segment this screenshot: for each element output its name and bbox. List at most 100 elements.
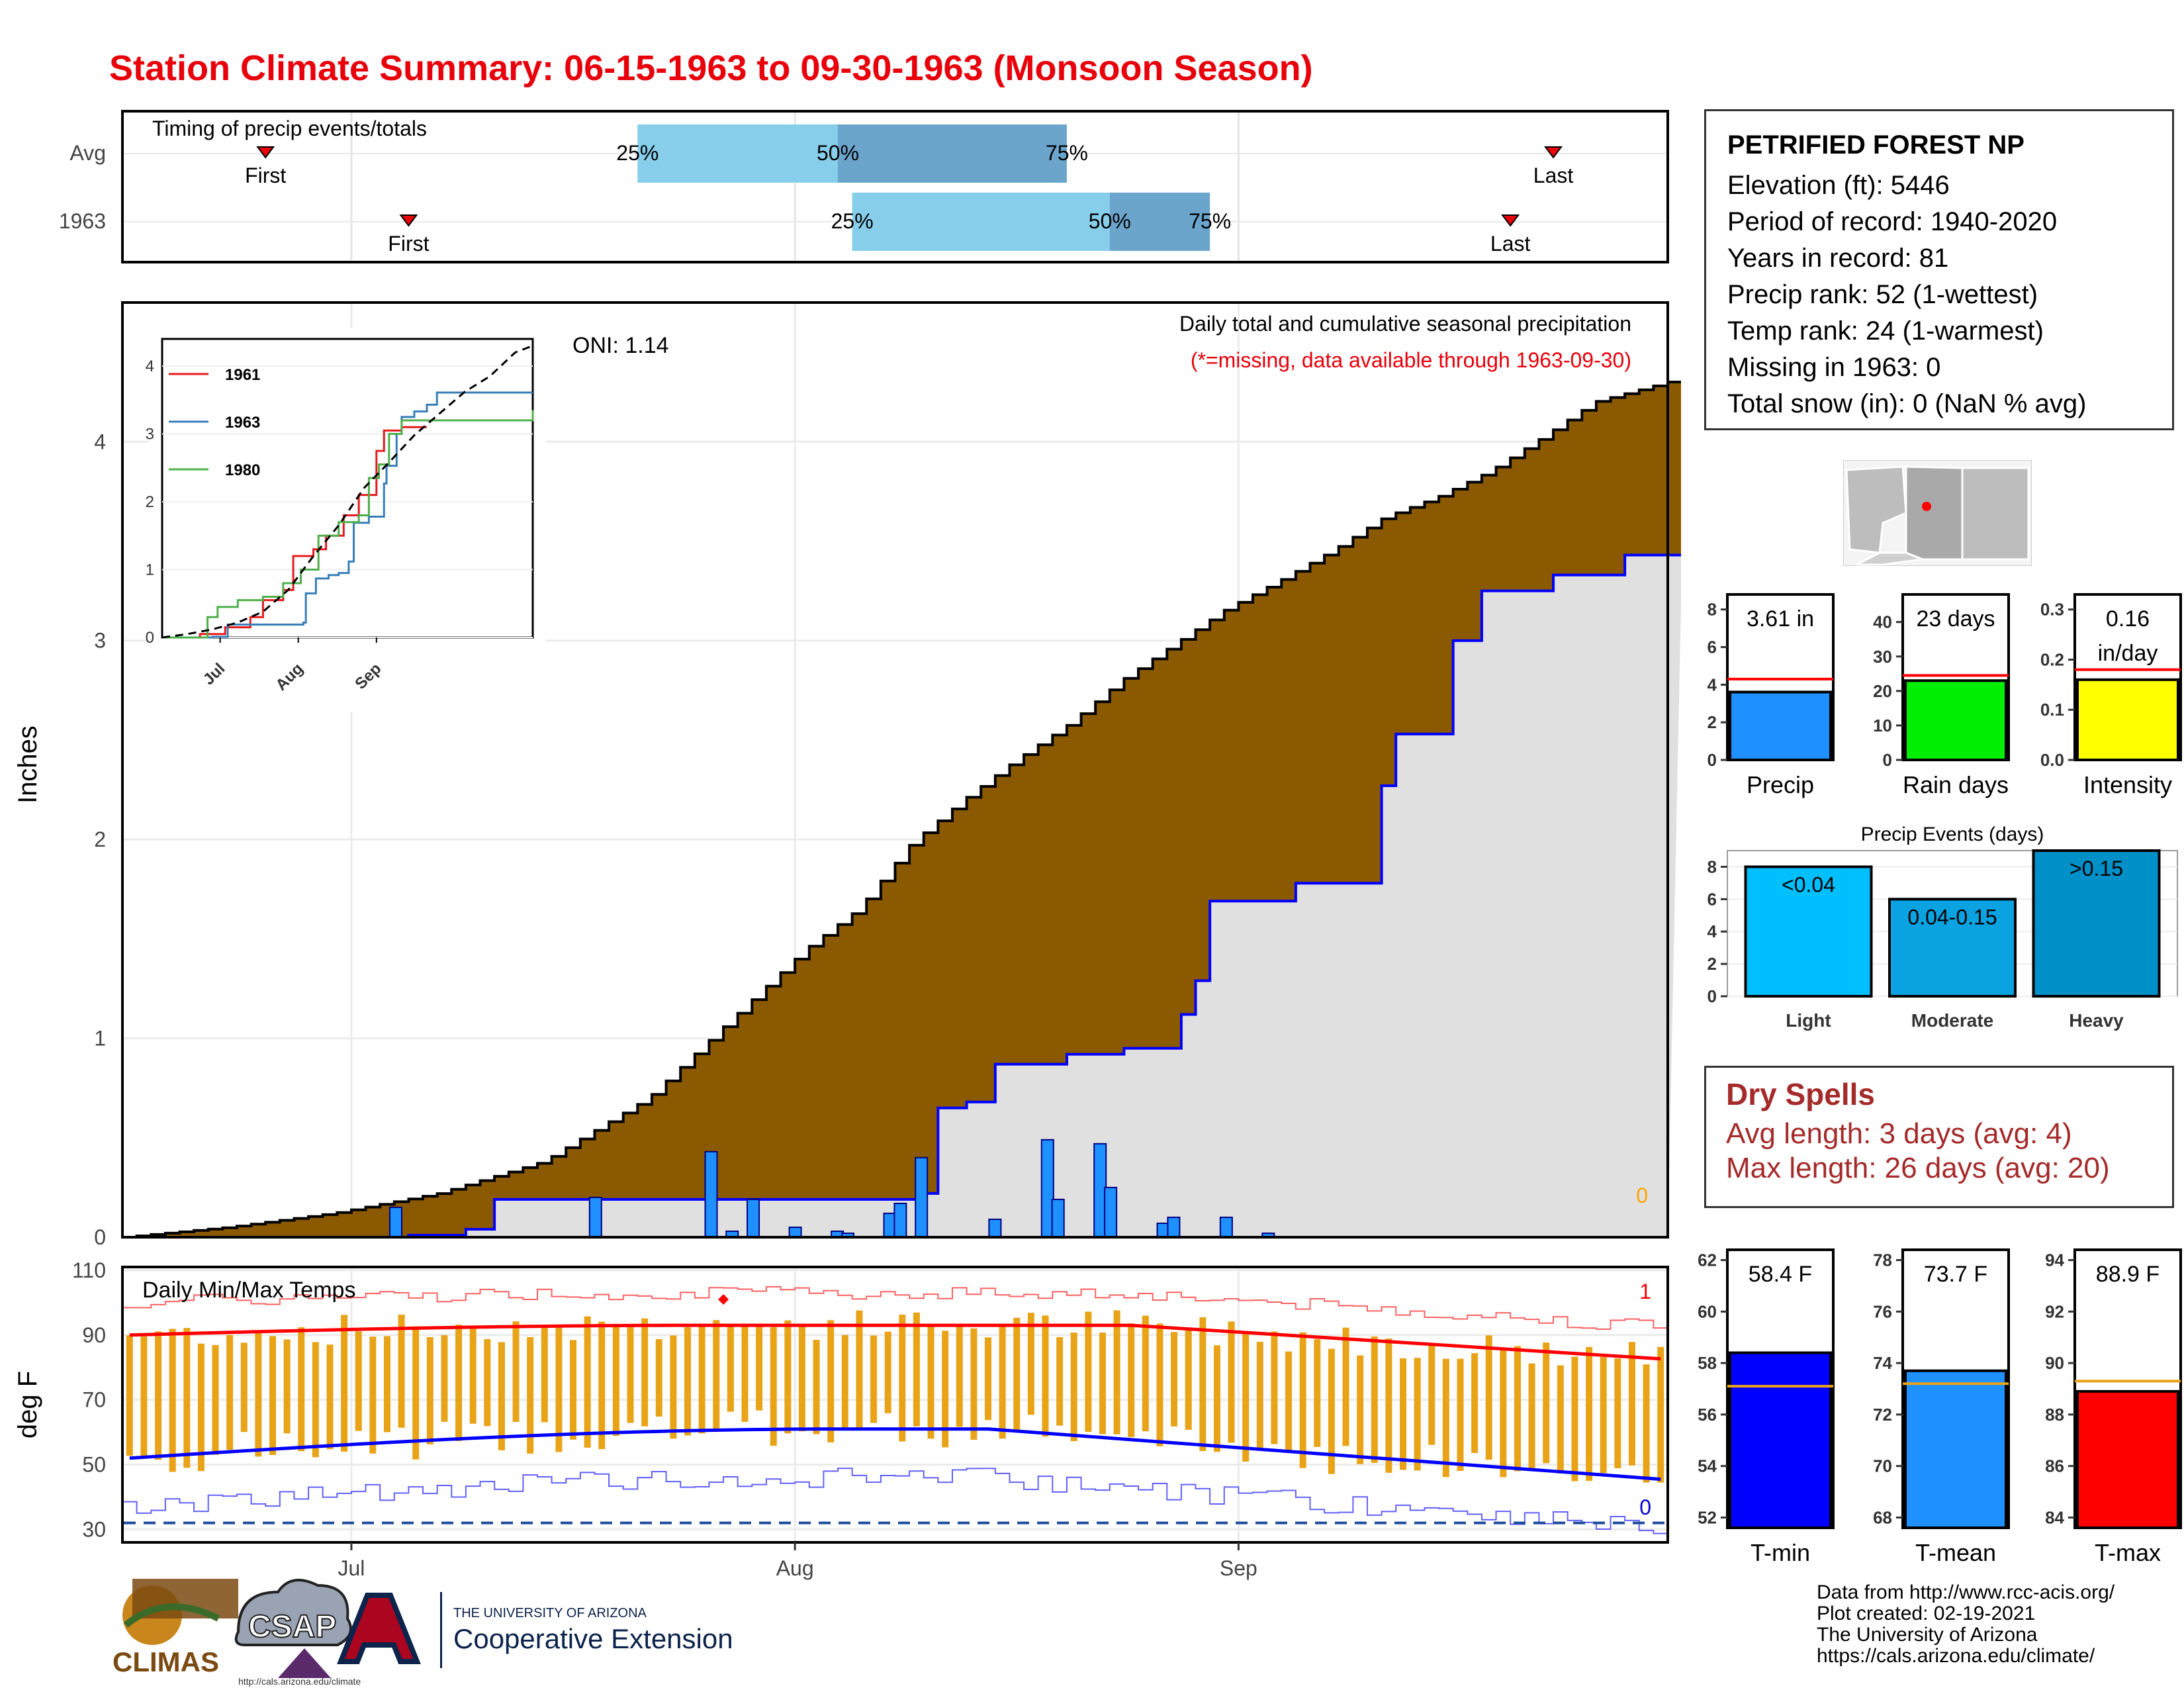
rain-days-summary-value: 23 days — [1916, 606, 1995, 632]
intensity-summary-panel: 0.0 0.1 0.2 0.3 0.16 in/day Intensity — [2040, 593, 2182, 798]
temp-daily-bar — [240, 1342, 248, 1432]
station-location-marker — [1922, 502, 1931, 511]
temp-daily-bar — [584, 1316, 591, 1448]
intensity-summary-ytick: 0.0 — [2040, 750, 2064, 770]
temp-daily-bar — [684, 1327, 692, 1436]
credits: Data from http://www.rcc-acis.org/ Plot … — [1817, 1582, 2115, 1667]
precip-daily-bar — [747, 1198, 760, 1239]
page-title: Station Climate Summary: 06-15-1963 to 0… — [109, 48, 1313, 88]
temp-daily-bar — [283, 1339, 291, 1434]
min-record-count: 0 — [1639, 1495, 1651, 1519]
temp-daily-bar — [856, 1310, 863, 1429]
temp-daily-bar — [884, 1331, 891, 1413]
tmin-summary-panel: 52 54 56 58 60 62 58.4 F T-min — [1698, 1248, 1835, 1566]
temp-daily-bar — [1571, 1356, 1578, 1481]
temp-daily-bar — [298, 1327, 305, 1452]
temp-daily-bar — [1056, 1337, 1064, 1426]
events-bar-heavy — [2032, 849, 2161, 998]
tmax-summary-ytick: 84 — [2045, 1507, 2064, 1527]
temp-daily-bar — [1113, 1310, 1120, 1434]
tmean-summary-bar — [1904, 1369, 2007, 1529]
inset-ytick: 3 — [146, 426, 154, 444]
precip-daily-bar — [1219, 1216, 1233, 1238]
timing-row-label: Avg — [69, 141, 106, 165]
inset-series-1961 — [162, 426, 427, 639]
station-info: PETRIFIED FOREST NP Elevation (ft): 5446… — [1704, 109, 2174, 430]
precip-summary-ytick: 4 — [1707, 675, 1717, 694]
tmean-summary-panel: 68 70 72 74 76 78 73.7 F T-mean — [1873, 1248, 2010, 1566]
temp-daily-bar — [126, 1335, 133, 1456]
temp-daily-bar — [1528, 1363, 1535, 1470]
climas-logo-text: CLIMAS — [113, 1646, 219, 1677]
temp-daily-bar — [1185, 1331, 1192, 1430]
precip-daily-bar — [704, 1150, 718, 1238]
station-elevation: Elevation (ft): 5446 — [1727, 171, 1950, 200]
station-years: Years in record: 81 — [1727, 244, 1949, 273]
temp-daily-bar — [441, 1335, 448, 1422]
station-missing: Missing in 1963: 0 — [1727, 353, 1941, 382]
max-record-count: 1 — [1639, 1280, 1651, 1303]
precip-summary-ytick: 8 — [1707, 600, 1717, 620]
timing-last-marker — [1501, 214, 1520, 227]
temp-daily-bar — [1256, 1342, 1263, 1449]
precip-deficit-area — [122, 382, 1681, 1237]
tmin-summary-bar — [1729, 1351, 1832, 1530]
temp-daily-bar — [655, 1338, 662, 1417]
intensity-summary-bar — [2076, 678, 2179, 761]
temp-daily-bar — [412, 1326, 420, 1460]
precip-summary-ytick: 2 — [1707, 712, 1717, 732]
temp-daily-bar — [1027, 1313, 1034, 1415]
temp-daily-bar — [1371, 1336, 1378, 1463]
temp-daily-bar — [798, 1325, 805, 1432]
temp-daily-bar — [770, 1327, 777, 1446]
station-precip-rank: Precip rank: 52 (1-wettest) — [1727, 280, 2038, 309]
timing-last-marker — [1544, 146, 1563, 159]
precip-ytick: 4 — [94, 430, 106, 453]
tmax-summary-ytick: 92 — [2045, 1301, 2064, 1321]
inset-ytick: 4 — [146, 357, 154, 375]
timing-q50-label: 50% — [1089, 209, 1131, 233]
temp-title: Daily Min/Max Temps — [142, 1278, 355, 1303]
precip-ytick: 3 — [94, 629, 106, 653]
temp-daily-bar — [985, 1337, 992, 1421]
csap-logo-text: CSAP — [248, 1609, 336, 1644]
temp-daily-bar — [756, 1323, 763, 1411]
precip-daily-bar — [988, 1218, 1002, 1238]
tmax-summary-value: 88.9 F — [2096, 1262, 2160, 1287]
intensity-summary-label: Intensity — [2083, 771, 2172, 798]
inset-legend-label: 1980 — [225, 461, 260, 479]
precip-summary-ytick: 0 — [1707, 750, 1717, 770]
temp-daily-bar — [1485, 1335, 1492, 1460]
timing-q25-label: 25% — [831, 209, 874, 233]
temp-ytick: 30 — [82, 1517, 106, 1541]
temp-daily-bar — [1070, 1333, 1077, 1442]
climas-logo: CLIMAS — [113, 1579, 238, 1677]
timing-iqr-upper — [1109, 193, 1210, 251]
tmax-summary-label: T-max — [2095, 1539, 2161, 1566]
tmax-summary-ytick: 90 — [2045, 1353, 2064, 1373]
timing-first-marker — [399, 214, 418, 227]
timing-last-label: Last — [1490, 232, 1531, 256]
temp-daily-bar — [1199, 1317, 1206, 1452]
events-ytick: 4 — [1707, 921, 1717, 941]
temp-daily-bar — [355, 1331, 362, 1431]
precip-annotation-missing: (*=missing, data available through 1963-… — [1191, 348, 1631, 372]
temp-daily-bar — [1156, 1323, 1163, 1446]
locator-map — [1843, 460, 2032, 566]
temp-daily-bar — [498, 1342, 505, 1450]
rain-days-summary-panel: 0 10 20 30 40 23 days Rain days — [1873, 593, 2010, 798]
precip-ylabel: Inches — [13, 726, 42, 804]
tmax-summary-ytick: 94 — [2045, 1250, 2064, 1270]
tmin-summary-ytick: 58 — [1698, 1353, 1717, 1373]
precip-1963-line — [122, 553, 1681, 1239]
dry-spells-avg: Avg length: 3 days (avg: 4) — [1726, 1117, 2072, 1150]
precip-daily-bar — [1167, 1216, 1181, 1238]
tmax-summary-bar — [2076, 1389, 2179, 1529]
csap-logo-url: http://cals.arizona.edu/climate — [238, 1676, 361, 1687]
rain-days-summary-bar — [1904, 679, 2007, 761]
timing-q50-label: 50% — [817, 141, 859, 165]
intensity-summary-ytick: 0.3 — [2040, 600, 2064, 620]
temp-daily-bar — [1213, 1345, 1220, 1452]
intensity-summary-value: 0.16 — [2106, 606, 2150, 632]
temp-daily-bar — [1013, 1317, 1021, 1432]
